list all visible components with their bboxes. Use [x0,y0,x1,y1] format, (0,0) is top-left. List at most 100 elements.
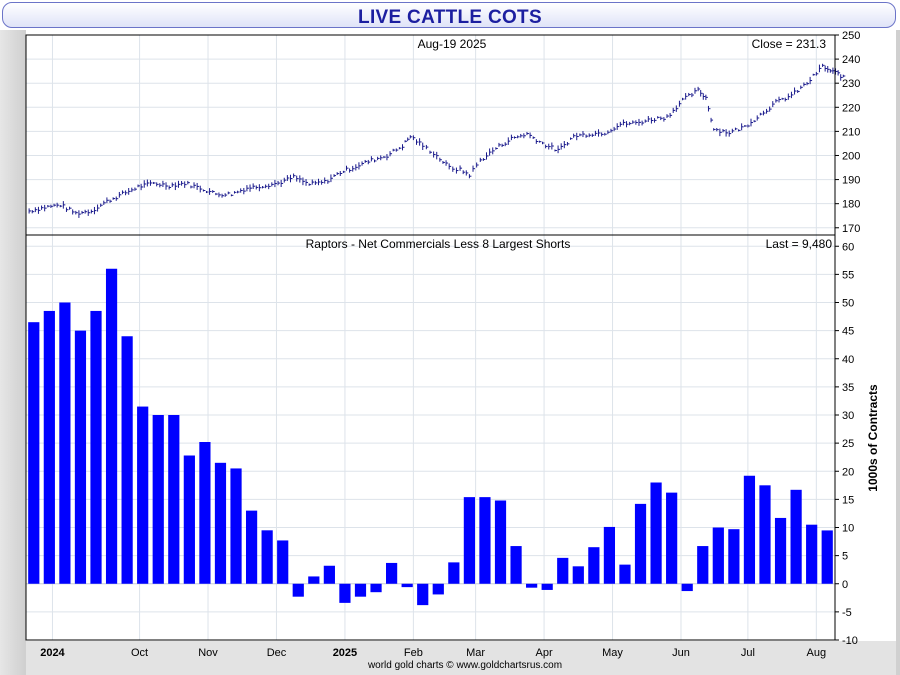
cot-bar [526,583,538,588]
x-axis-label: Dec [267,647,287,659]
cot-bar [541,583,553,590]
cot-bar [619,564,631,584]
cot-bar [28,322,40,584]
cot-bar [401,583,413,588]
price-y-tick-label: 200 [842,150,860,162]
x-axis-label: Aug [807,647,827,659]
cot-y-tick-label: 45 [842,326,854,338]
bottom-bevel [26,641,896,675]
cot-bar [214,462,227,584]
cot-bar [759,485,771,584]
cot-bar [277,540,289,584]
cot-bar [183,455,195,584]
cot-bar [463,497,475,584]
price-y-tick-label: 230 [842,78,860,90]
cot-y-tick-label: 5 [842,551,848,563]
cot-bar [821,530,833,584]
cot-series [28,268,833,606]
cot-y-tick-label: 60 [842,241,854,253]
cot-bar [510,546,522,584]
cot-bar [557,557,569,584]
cot-bar [774,517,787,584]
cot-bar [494,500,507,584]
price-close-readout: Close = 231.3 [752,37,827,51]
cot-bar [370,583,382,593]
price-y-axis: 170 180 190 200 210 220 230 240 250 [835,30,860,235]
x-axis-label: May [602,647,623,659]
cot-bar [261,530,273,584]
cot-bar [354,583,367,597]
cot-panel-title: Raptors - Net Commercials Less 8 Largest… [306,237,571,251]
cot-y-tick-label: 20 [842,466,854,478]
cot-bar [308,576,320,584]
cot-bar [199,442,211,584]
title-bar: LIVE CATTLE COTS [2,2,896,28]
cot-y-tick-label: 55 [842,269,854,281]
price-grid [26,34,835,235]
cot-bar [448,562,460,584]
cot-bar [697,546,709,584]
cot-bar [588,547,600,584]
cot-y-tick-label: 35 [842,382,854,394]
price-series [28,63,846,218]
cot-bar [432,583,444,595]
cot-y-tick-label: 30 [842,410,854,422]
cot-bar [603,526,616,584]
price-y-tick-label: 170 [842,223,860,235]
x-axis: 2024 Oct Nov Dec 2025 Feb Mar Apr May Jun Jul Aug [40,647,826,659]
cot-bar [572,566,584,584]
cot-bar [105,268,118,584]
cot-bar [743,475,756,584]
cot-bar [806,524,818,584]
x-axis-label: Apr [536,647,553,659]
cot-bar [121,336,133,584]
cot-plot-border [25,234,836,641]
cot-bar [728,529,740,584]
cot-last-readout: Last = 9,480 [766,237,833,251]
cot-bar [666,492,678,584]
cot-y-tick-label: 50 [842,298,854,310]
x-axis-label: Jul [741,647,755,659]
right-bevel [896,30,900,675]
cot-bar [59,302,71,584]
x-axis-label: Jun [672,647,690,659]
cot-bar [712,527,724,584]
price-y-tick-label: 220 [842,102,860,114]
cot-y-tick-label: 40 [842,354,854,366]
price-y-tick-label: 250 [842,30,860,42]
chart-title: LIVE CATTLE COTS [358,7,542,28]
cot-y-axis: -10 -5 0 5 10 15 20 25 30 35 40 45 50 55 60 [835,241,858,647]
price-y-tick-label: 190 [842,175,860,187]
x-axis-label: Oct [131,647,148,659]
cot-y-tick-label: 0 [842,579,848,591]
cot-y-tick-label: 25 [842,438,854,450]
cot-y-tick-label: 15 [842,494,854,506]
cot-y-tick-label: -10 [842,635,858,647]
cot-panel: Raptors - Net Commercials Less 8 Largest… [25,234,880,647]
cot-bar [292,583,304,597]
cot-bar [339,583,351,603]
price-panel: Aug-19 2025 Close = 231.3 170 180 190 200 21… [25,30,860,236]
cot-y-axis-label: 1000s of Contracts [866,384,880,492]
price-y-tick-label: 240 [842,54,860,66]
x-axis-label: 2025 [333,647,357,659]
x-axis-label: 2024 [40,647,65,659]
cot-bar [386,562,398,584]
cot-bar [230,468,242,584]
cot-bar [90,310,102,584]
cot-bar [168,415,180,584]
cot-bar [74,330,87,584]
cot-bar [634,503,647,584]
cot-bar [152,415,164,584]
x-axis-label: Nov [198,647,218,659]
footer-credit: world gold charts © www.goldchartsrus.co… [367,660,562,671]
cot-bar [323,565,335,584]
cot-bar [245,510,258,584]
cot-bar [479,497,491,584]
price-panel-title: Aug-19 2025 [418,37,487,51]
cot-bar [790,489,802,584]
cot-bar [43,310,55,584]
x-axis-label: Feb [404,647,423,659]
